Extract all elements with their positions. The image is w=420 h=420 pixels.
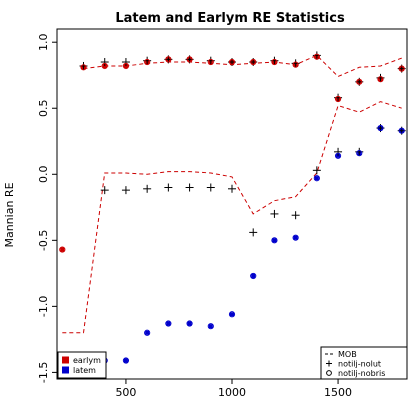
notilj-nobris-circle-mark <box>122 62 130 70</box>
x-tick-label: 1500 <box>324 386 352 399</box>
legend-label-MOB: MOB <box>338 350 357 359</box>
notilj-nobris-circle-mark <box>398 65 405 72</box>
legend-label-notilj-nobris: notilj-nobris <box>338 369 385 378</box>
y-axis: -1.5 -1.0 -0.5 0.0 0.5 1.0 <box>37 33 57 383</box>
notilj-nobris-lower-circle-mark <box>398 127 405 134</box>
notilj-nobris-lower-circle-mark <box>122 357 130 364</box>
notilj-nolut-lower-plus-mark <box>270 209 279 218</box>
notilj-nobris-circle-mark <box>80 64 87 71</box>
notilj-nolut-lower-plus-mark <box>312 166 321 175</box>
notilj-nobris-circle-mark <box>186 56 193 63</box>
notilj-nobris-circle-mark <box>59 246 66 253</box>
notilj-nobris-circle-mark <box>144 58 151 66</box>
notilj-nobris-circle-mark <box>228 58 236 66</box>
notilj-nobris-lower-circle-mark <box>186 320 193 327</box>
notilj-nolut-lower-plus-mark <box>185 183 194 192</box>
y-tick-label: -0.5 <box>37 230 50 251</box>
x-tick-label: 1000 <box>218 386 246 399</box>
legend-swatch-latem <box>62 366 69 374</box>
x-axis: 500 1000 1500 <box>115 379 352 399</box>
notilj-nobris-lower-circle-mark <box>377 124 384 132</box>
notilj-nobris-lower-circle-mark <box>165 320 172 327</box>
latem-point <box>145 330 150 335</box>
notilj-nolut-plus-mark <box>121 58 130 67</box>
notilj-nobris-circle-mark <box>165 56 172 63</box>
mob-lines <box>62 54 402 334</box>
notilj-nolut-lower-plus-mark <box>100 186 109 195</box>
latem-point <box>293 235 298 240</box>
latem-point <box>166 321 171 326</box>
latem-point <box>123 358 128 363</box>
notilj-nolut-lower-plus-mark <box>143 184 152 193</box>
latem-point <box>314 176 319 181</box>
latem-point <box>251 273 256 278</box>
data-points <box>59 51 406 364</box>
latem-point <box>208 324 213 329</box>
notilj-nolut-lower-plus-mark <box>249 228 258 237</box>
notilj-nobris-lower-circle-mark <box>292 234 299 241</box>
legend-label-latem: latem <box>73 366 96 375</box>
notilj-nolut-lower-plus-mark <box>164 183 173 192</box>
mob-dashed-line <box>62 101 402 334</box>
legend-left-box <box>57 351 107 379</box>
y-tick-label: 0.5 <box>37 99 50 117</box>
notilj-nobris-lower-circle-mark <box>271 237 278 244</box>
notilj-nobris-circle-mark <box>101 62 108 70</box>
x-tick-label: 500 <box>115 386 136 399</box>
notilj-nobris-lower-circle-mark <box>313 175 320 182</box>
notilj-nobris-lower-circle-mark <box>250 272 257 280</box>
notilj-nobris-circle-mark <box>250 58 257 66</box>
earlym-point <box>60 247 65 252</box>
notilj-nobris-circle-mark <box>271 58 278 66</box>
latem-point <box>230 312 234 317</box>
latem-point <box>272 238 277 243</box>
notilj-nobris-lower-circle-mark <box>356 150 363 157</box>
y-tick-label: -1.5 <box>37 362 50 383</box>
notilj-nolut-lower-plus-mark <box>228 184 236 193</box>
notilj-nolut-lower-plus-mark <box>334 147 343 156</box>
legend-circle-icon <box>326 370 332 376</box>
notilj-nolut-lower-plus-mark <box>291 211 300 220</box>
notilj-nolut-lower-plus-mark <box>121 186 130 195</box>
plot-frame <box>56 28 408 380</box>
mob-dashed-line <box>83 54 402 78</box>
legend-swatch-earlym <box>62 356 69 364</box>
notilj-nobris-circle-mark <box>313 53 320 60</box>
notilj-nobris-circle-mark <box>377 76 384 83</box>
notilj-nobris-circle-mark <box>334 95 342 103</box>
legend-label-earlym: earlym <box>73 356 101 365</box>
notilj-nobris-lower-circle-mark <box>228 311 236 318</box>
legend-right-box <box>320 346 408 380</box>
latem-point <box>187 321 192 326</box>
y-tick-label: -1.0 <box>37 296 50 317</box>
chart-title: Latem and Earlym RE Statistics <box>115 11 345 26</box>
notilj-nobris-circle-mark <box>207 58 214 66</box>
y-tick-label: 1.0 <box>37 33 50 51</box>
notilj-nolut-plus-mark <box>100 58 109 67</box>
y-axis-label: Mannian RE <box>3 182 16 247</box>
notilj-nolut-lower-plus-mark <box>206 183 215 192</box>
notilj-nobris-circle-mark <box>356 78 363 85</box>
notilj-nobris-lower-circle-mark <box>144 329 151 336</box>
legend-label-notilj-nolut: notilj-nolut <box>338 360 381 369</box>
notilj-nobris-circle-mark <box>292 61 299 68</box>
notilj-nobris-lower-circle-mark <box>334 152 342 159</box>
notilj-nobris-lower-circle-mark <box>207 323 214 330</box>
y-tick-label: 0.0 <box>37 166 50 184</box>
